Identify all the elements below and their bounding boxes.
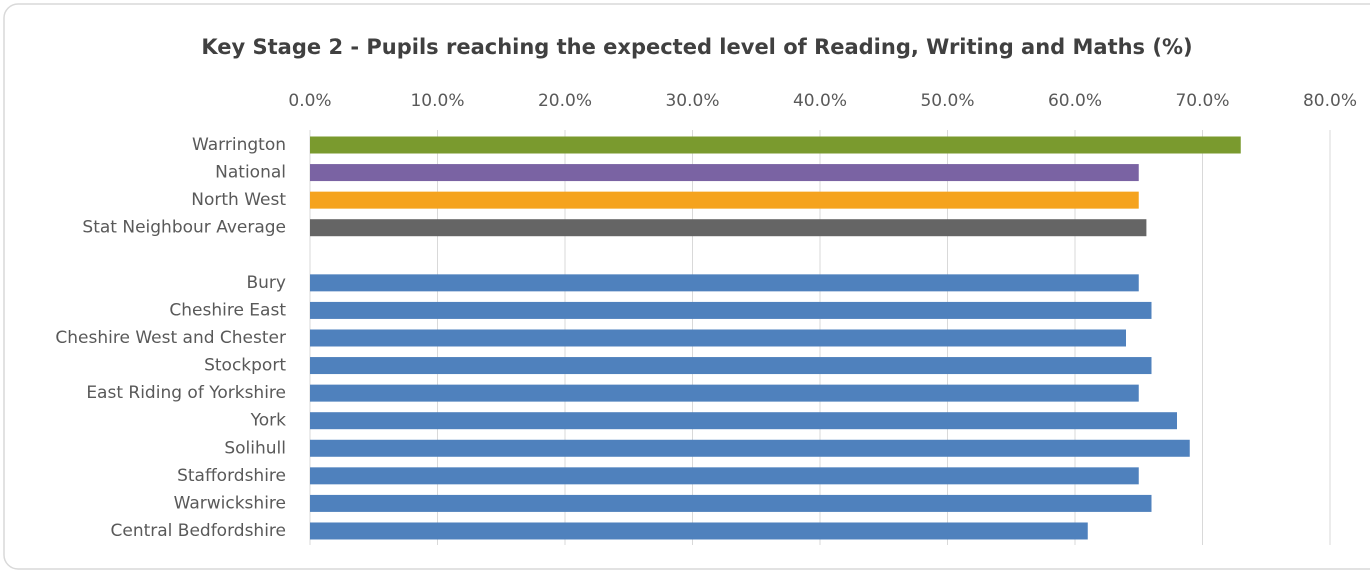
y-tick-label: North West xyxy=(191,190,286,210)
x-tick-label: 0.0% xyxy=(288,91,331,111)
y-tick-label: Warwickshire xyxy=(174,493,286,513)
bar xyxy=(310,384,1139,402)
bar xyxy=(310,274,1139,292)
bar xyxy=(310,191,1139,209)
y-tick-label: Warrington xyxy=(192,135,286,155)
y-tick-label: Staffordshire xyxy=(177,466,286,486)
y-tick-label: Cheshire East xyxy=(169,300,286,320)
bar xyxy=(310,357,1152,375)
x-tick-label: 20.0% xyxy=(538,91,592,111)
y-tick-label: National xyxy=(215,163,286,183)
bar xyxy=(310,412,1177,430)
x-tick-label: 40.0% xyxy=(793,91,847,111)
bar xyxy=(310,467,1139,485)
bar xyxy=(310,136,1241,154)
x-tick-label: 80.0% xyxy=(1303,91,1357,111)
x-tick-label: 70.0% xyxy=(1175,91,1229,111)
bar xyxy=(310,522,1088,540)
x-tick-label: 60.0% xyxy=(1048,91,1102,111)
y-tick-label: Cheshire West and Chester xyxy=(55,328,286,348)
bar xyxy=(310,164,1139,182)
x-tick-label: 10.0% xyxy=(410,91,464,111)
y-tick-label: Stat Neighbour Average xyxy=(82,218,286,238)
y-tick-label: Stockport xyxy=(204,356,286,376)
bar xyxy=(310,219,1147,237)
bar xyxy=(310,329,1126,347)
bar xyxy=(310,439,1190,457)
y-tick-label: York xyxy=(250,411,287,431)
y-tick-label: Bury xyxy=(247,273,287,293)
bar xyxy=(310,301,1152,319)
y-tick-label: Central Bedfordshire xyxy=(110,521,286,541)
y-tick-label: Solihull xyxy=(224,438,286,458)
bar xyxy=(310,494,1152,512)
chart-title: Key Stage 2 - Pupils reaching the expect… xyxy=(201,35,1192,59)
y-tick-label: East Riding of Yorkshire xyxy=(86,383,286,403)
x-tick-label: 30.0% xyxy=(665,91,719,111)
x-tick-label: 50.0% xyxy=(920,91,974,111)
